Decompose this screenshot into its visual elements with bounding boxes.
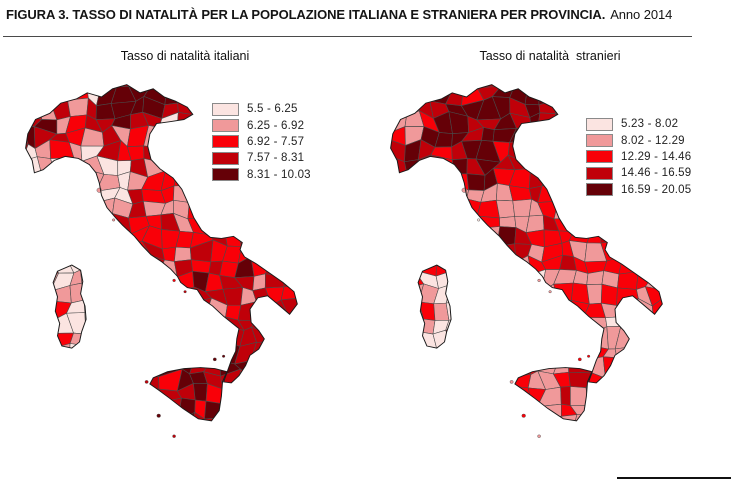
legend-row: 12.29 - 14.46 bbox=[586, 149, 691, 165]
legend-label: 8.02 - 12.29 bbox=[621, 134, 685, 147]
legend-swatch bbox=[586, 150, 613, 164]
legend-swatch bbox=[212, 119, 239, 133]
legend-row: 8.02 - 12.29 bbox=[586, 132, 691, 148]
legend-row: 7.57 - 8.31 bbox=[212, 150, 311, 166]
coastline-outline bbox=[390, 84, 663, 422]
legend-swatch bbox=[586, 134, 613, 148]
figure-title-year: Anno 2014 bbox=[610, 7, 673, 22]
figure-title-main: FIGURA 3. TASSO DI NATALITÀ PER LA POPOL… bbox=[6, 7, 606, 22]
title-rule bbox=[3, 36, 692, 37]
legend-swatch bbox=[586, 117, 613, 131]
italy-choropleth-stranieri bbox=[390, 84, 663, 438]
legend-stranieri: 5.23 - 8.02 8.02 - 12.29 12.29 - 14.46 1… bbox=[586, 116, 691, 198]
legend-row: 6.92 - 7.57 bbox=[212, 134, 311, 150]
legend-row: 5.23 - 8.02 bbox=[586, 116, 691, 132]
legend-label: 8.31 - 10.03 bbox=[247, 168, 311, 181]
legend-label: 6.25 - 6.92 bbox=[247, 119, 305, 132]
bottom-rule-segment bbox=[617, 477, 731, 479]
legend-row: 6.25 - 6.92 bbox=[212, 117, 311, 133]
map-subtitle-italiani: Tasso di natalità italiani bbox=[120, 49, 250, 63]
legend-row: 16.59 - 20.05 bbox=[586, 182, 691, 198]
legend-row: 14.46 - 16.59 bbox=[586, 165, 691, 181]
map-subtitle-stranieri: Tasso di natalità stranieri bbox=[479, 49, 621, 63]
legend-label: 5.23 - 8.02 bbox=[621, 118, 679, 131]
legend-swatch bbox=[212, 151, 239, 165]
legend-swatch bbox=[586, 183, 613, 197]
legend-italiani: 5.5 - 6.25 6.25 - 6.92 6.92 - 7.57 7.57 … bbox=[212, 101, 311, 183]
legend-row: 8.31 - 10.03 bbox=[212, 167, 311, 183]
coastline-outline bbox=[25, 84, 298, 422]
figure-title: FIGURA 3. TASSO DI NATALITÀ PER LA POPOL… bbox=[6, 7, 672, 22]
legend-row: 5.5 - 6.25 bbox=[212, 101, 311, 117]
legend-swatch bbox=[212, 168, 239, 182]
legend-label: 12.29 - 14.46 bbox=[621, 150, 692, 163]
legend-label: 5.5 - 6.25 bbox=[247, 103, 298, 116]
legend-label: 14.46 - 16.59 bbox=[621, 167, 692, 180]
legend-swatch bbox=[586, 166, 613, 180]
legend-label: 16.59 - 20.05 bbox=[621, 183, 692, 196]
legend-swatch bbox=[212, 135, 239, 149]
legend-label: 7.57 - 8.31 bbox=[247, 152, 305, 165]
legend-swatch bbox=[212, 102, 239, 116]
legend-label: 6.92 - 7.57 bbox=[247, 135, 305, 148]
